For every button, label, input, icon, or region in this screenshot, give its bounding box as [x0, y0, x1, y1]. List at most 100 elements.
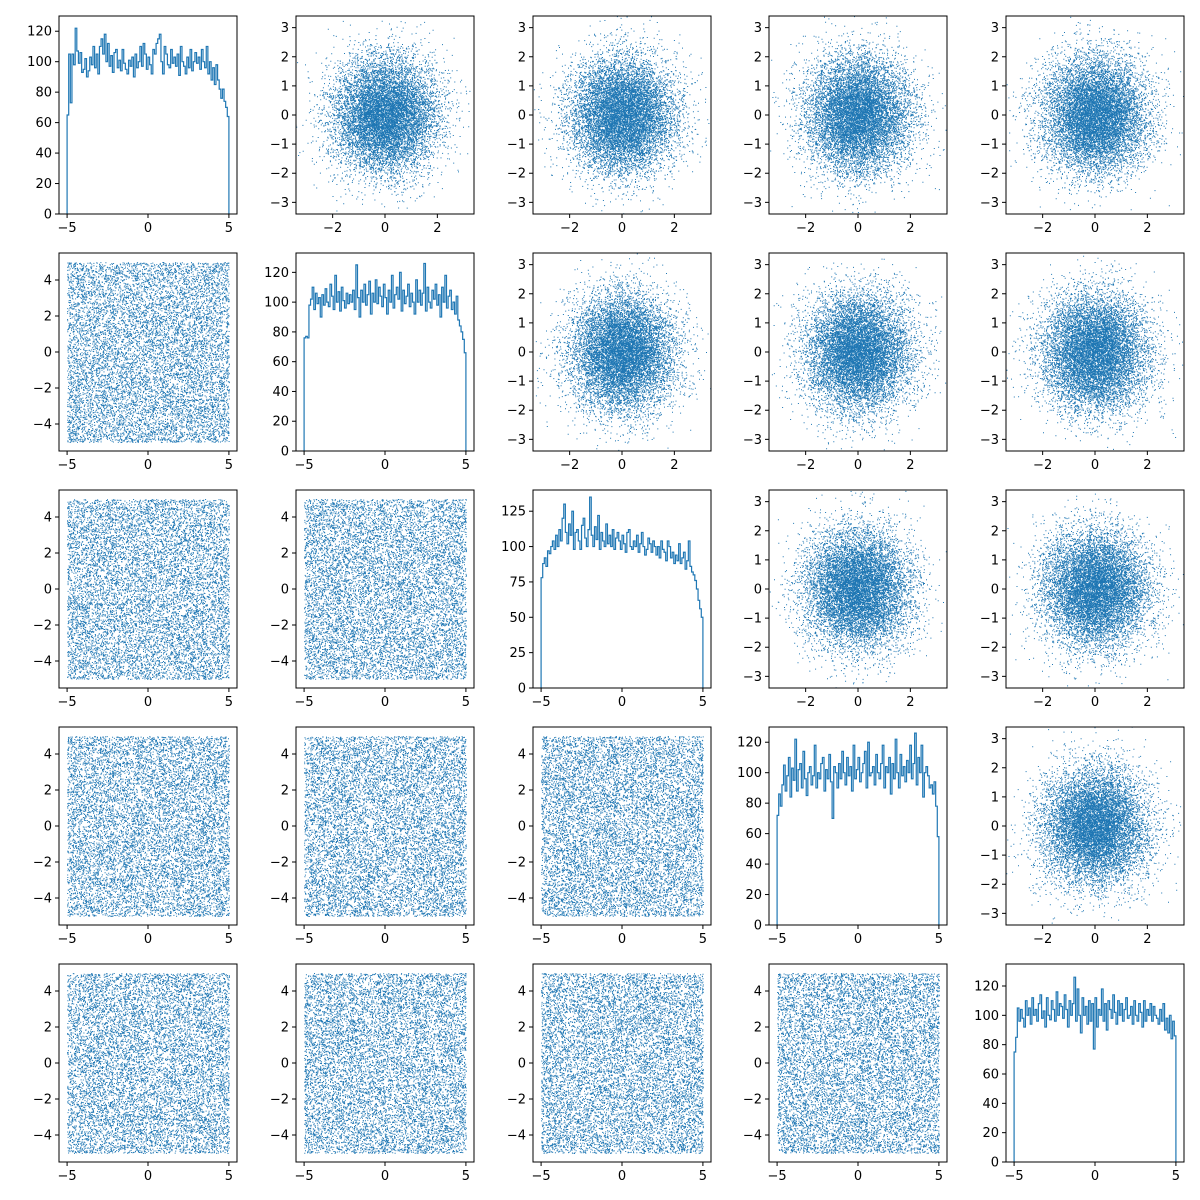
x-tick-label: −2	[1033, 221, 1052, 236]
plot-area	[541, 736, 704, 917]
x-tick-label: 0	[381, 932, 389, 947]
y-tick-label: −2	[743, 167, 762, 182]
y-tick-label: 0	[991, 346, 999, 361]
x-tick-label: 0	[381, 458, 389, 473]
y-tick-label: 3	[991, 258, 999, 273]
x-tick-label: 0	[381, 1169, 389, 1184]
histogram-step-line	[1014, 977, 1176, 1162]
y-tick-label: 100	[737, 766, 762, 781]
y-tick-label: 0	[518, 109, 526, 124]
x-tick-label: 0	[1091, 695, 1099, 710]
y-tick-label: −1	[980, 375, 999, 390]
y-tick-label: −4	[507, 1129, 526, 1144]
y-tick-label: 4	[754, 985, 762, 1000]
plot-area	[67, 736, 230, 917]
y-tick-label: 80	[35, 86, 52, 101]
y-tick-label: −2	[743, 1093, 762, 1108]
histogram-step-line	[777, 733, 939, 925]
y-tick-label: 0	[754, 346, 762, 361]
x-tick-label: 5	[935, 932, 943, 947]
y-tick-label: 1	[991, 553, 999, 568]
x-tick-label: −5	[58, 221, 77, 236]
y-tick-label: 2	[281, 547, 289, 562]
x-tick-label: 2	[1143, 221, 1151, 236]
plot-area	[777, 733, 939, 925]
y-tick-label: −1	[270, 138, 289, 153]
x-tick-label: 5	[225, 458, 233, 473]
plot-area	[67, 262, 230, 443]
x-tick-label: 0	[1091, 1169, 1099, 1184]
x-tick-label: 0	[618, 221, 626, 236]
x-tick-label: 5	[462, 458, 470, 473]
y-tick-label: −3	[980, 907, 999, 922]
y-tick-label: −1	[980, 612, 999, 627]
x-tick-label: −5	[58, 1169, 77, 1184]
x-tick-label: −2	[1033, 695, 1052, 710]
plot-area	[67, 973, 230, 1154]
x-tick-label: −5	[532, 932, 551, 947]
y-tick-label: 2	[991, 50, 999, 65]
y-tick-label: −3	[743, 196, 762, 211]
y-tick-label: 80	[982, 1038, 999, 1053]
y-tick-label: 0	[281, 445, 289, 460]
x-tick-label: −5	[295, 932, 314, 947]
y-tick-label: −4	[507, 892, 526, 907]
x-tick-label: 2	[1143, 932, 1151, 947]
scatter-points	[753, 211, 960, 479]
y-tick-label: −4	[270, 1129, 289, 1144]
x-tick-label: 0	[144, 221, 152, 236]
x-tick-label: −2	[560, 221, 579, 236]
x-tick-label: 5	[225, 221, 233, 236]
x-tick-label: 2	[670, 458, 678, 473]
x-tick-label: −5	[1005, 1169, 1024, 1184]
y-tick-label: 3	[754, 495, 762, 510]
y-tick-label: −4	[743, 1129, 762, 1144]
y-tick-label: 2	[518, 50, 526, 65]
y-tick-label: 0	[44, 208, 52, 223]
x-tick-label: −5	[58, 932, 77, 947]
y-tick-label: −4	[270, 655, 289, 670]
y-tick-label: 0	[518, 346, 526, 361]
y-tick-label: −2	[33, 382, 52, 397]
x-tick-label: 0	[854, 1169, 862, 1184]
plot-area	[304, 736, 467, 917]
y-tick-label: 40	[982, 1097, 999, 1112]
x-tick-label: −2	[796, 695, 815, 710]
y-tick-label: −2	[507, 856, 526, 871]
x-tick-label: 0	[381, 221, 389, 236]
y-tick-label: 2	[518, 287, 526, 302]
y-tick-label: −1	[743, 612, 762, 627]
y-tick-label: 2	[518, 1021, 526, 1036]
plot-area	[526, 229, 719, 471]
x-tick-label: −5	[532, 695, 551, 710]
scatter-points	[999, 9, 1188, 232]
y-tick-label: 100	[974, 1009, 999, 1024]
y-tick-label: −2	[33, 619, 52, 634]
y-tick-label: −2	[507, 167, 526, 182]
y-tick-label: −2	[507, 404, 526, 419]
y-tick-label: −3	[980, 670, 999, 685]
x-tick-label: 5	[699, 695, 707, 710]
x-tick-label: 2	[1143, 458, 1151, 473]
axes-frame	[769, 727, 947, 925]
y-tick-label: −2	[980, 641, 999, 656]
scatter-points	[777, 973, 940, 1154]
axes-frame	[1006, 964, 1184, 1162]
x-tick-label: 0	[144, 1169, 152, 1184]
y-tick-label: 0	[754, 919, 762, 934]
y-tick-label: 4	[281, 985, 289, 1000]
y-tick-label: 75	[509, 575, 526, 590]
scatter-points	[999, 709, 1200, 933]
y-tick-label: 2	[44, 310, 52, 325]
y-tick-label: 3	[991, 495, 999, 510]
y-tick-label: 80	[272, 325, 289, 340]
y-tick-label: 1	[754, 79, 762, 94]
x-tick-label: 0	[854, 695, 862, 710]
y-tick-label: 60	[272, 355, 289, 370]
x-tick-label: 0	[1091, 932, 1099, 947]
